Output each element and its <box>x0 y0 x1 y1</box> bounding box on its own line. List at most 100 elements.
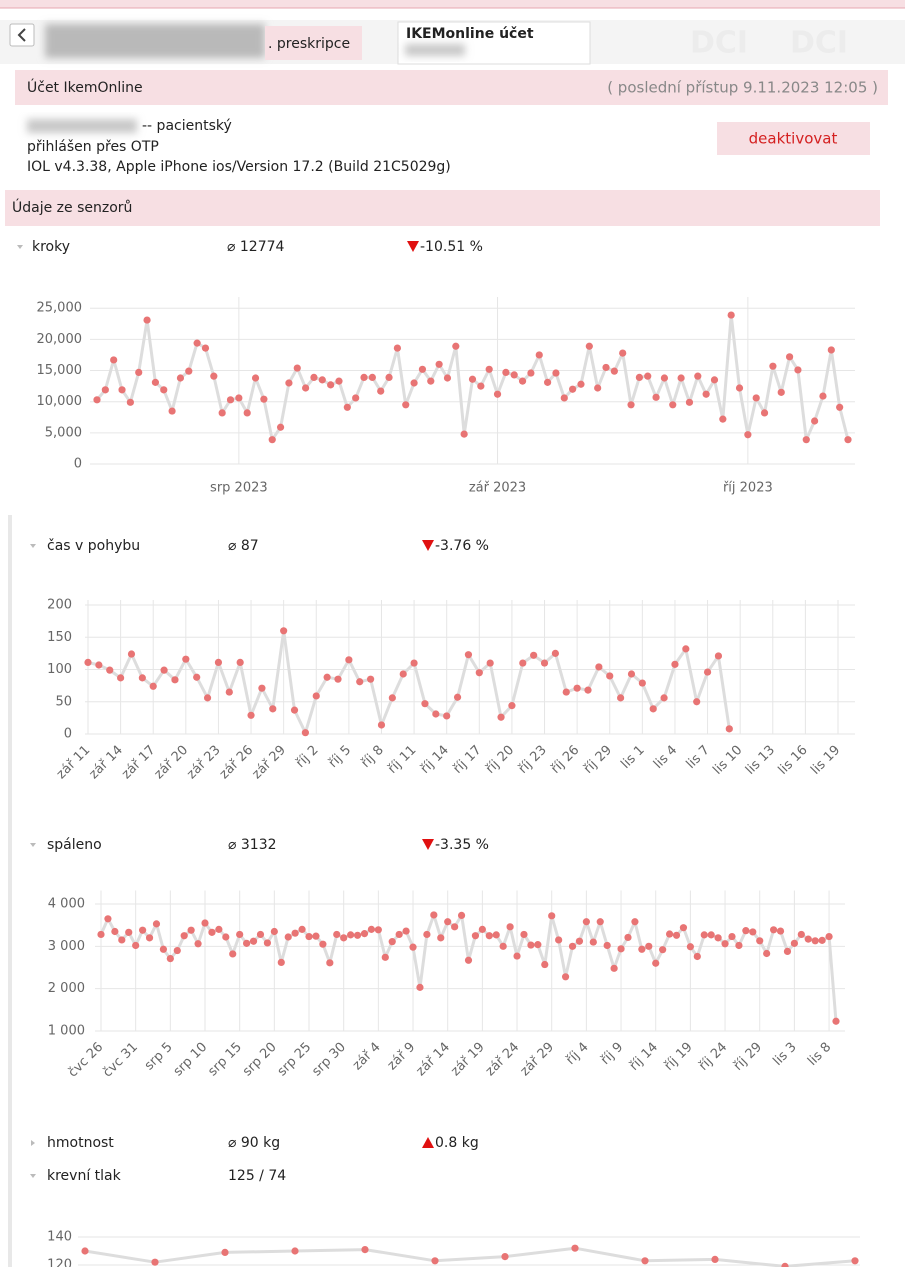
trend-icon <box>422 1137 434 1148</box>
y-tick-label: 120 <box>47 1258 72 1267</box>
metric-name: hmotnost <box>47 1135 114 1151</box>
data-point <box>478 925 486 933</box>
x-tick-label: lis 13 <box>743 743 778 778</box>
data-point <box>251 374 260 382</box>
x-tick-label: říj 29 <box>581 743 615 777</box>
y-tick-label: 50 <box>55 694 72 709</box>
tab[interactable] <box>265 26 362 60</box>
trend-icon <box>407 241 419 252</box>
data-point <box>682 645 690 653</box>
data-point <box>707 931 715 939</box>
data-point <box>402 401 410 409</box>
data-point <box>573 684 581 692</box>
x-tick-label: zář 29 <box>249 743 288 782</box>
data-point <box>180 932 188 940</box>
data-point <box>752 394 760 402</box>
data-point <box>151 378 160 386</box>
data-point <box>430 911 438 919</box>
data-point <box>335 377 343 385</box>
data-point <box>194 940 202 948</box>
data-point <box>760 409 769 417</box>
data-point <box>544 378 552 386</box>
data-point <box>388 938 396 946</box>
data-point <box>548 912 556 920</box>
x-tick-label: lis 19 <box>808 743 843 778</box>
data-point <box>302 384 310 392</box>
data-point <box>118 936 126 944</box>
data-point <box>305 932 313 941</box>
x-tick-label: čvc 26 <box>66 1040 107 1081</box>
y-tick-label: 140 <box>47 1230 72 1245</box>
data-point <box>260 395 268 403</box>
x-tick-label: zář 20 <box>152 743 191 782</box>
back-button[interactable] <box>9 23 35 47</box>
data-point <box>152 920 161 928</box>
metric-change: 0.8 kg <box>435 1135 479 1151</box>
data-point <box>719 415 727 423</box>
x-tick-label: zář 29 <box>518 1040 557 1079</box>
data-point <box>293 364 301 372</box>
collapse-icon <box>30 843 36 847</box>
redacted-text <box>405 44 465 56</box>
x-tick-label: říj 26 <box>548 743 582 777</box>
data-point <box>693 952 701 961</box>
data-point <box>819 392 827 400</box>
metric-average: ⌀ 12774 <box>227 239 285 255</box>
data-point <box>641 1257 649 1265</box>
data-point <box>659 946 667 954</box>
data-point <box>508 702 516 710</box>
y-tick-label: 0 <box>74 457 82 472</box>
data-point <box>110 356 118 364</box>
x-tick-label: říj 2 <box>293 743 321 771</box>
data-point <box>435 360 443 368</box>
data-point <box>334 675 342 683</box>
data-point <box>374 926 382 934</box>
x-tick-label: srp 10 <box>171 1040 211 1080</box>
data-point <box>126 398 134 406</box>
data-point <box>421 700 429 708</box>
data-point <box>269 705 277 713</box>
data-point <box>410 659 418 667</box>
data-point <box>312 692 320 700</box>
data-point <box>360 373 368 381</box>
data-point <box>356 678 364 686</box>
data-point <box>714 652 723 660</box>
x-tick-label: srp 2023 <box>210 481 268 496</box>
data-point <box>714 934 722 942</box>
data-point <box>649 705 657 713</box>
metric-change: -10.51 % <box>420 239 483 255</box>
data-point <box>444 918 452 926</box>
metric-change: -3.76 % <box>435 538 489 554</box>
data-point <box>270 927 278 936</box>
x-tick-label: zář 4 <box>350 1040 384 1074</box>
redacted-tab[interactable] <box>45 24 265 58</box>
data-point <box>416 983 424 991</box>
data-point <box>562 688 570 696</box>
data-point <box>226 396 235 404</box>
data-point <box>638 679 646 687</box>
data-point <box>409 943 417 951</box>
data-point <box>631 918 639 926</box>
data-point <box>443 374 452 382</box>
active-tab[interactable] <box>397 21 591 65</box>
data-point <box>285 379 293 387</box>
data-point <box>677 374 685 382</box>
x-tick-label: čvc 31 <box>100 1040 141 1081</box>
x-tick-label: lis 1 <box>618 743 647 772</box>
x-tick-label: říj 14 <box>418 743 452 777</box>
x-tick-label: říj 11 <box>385 743 419 777</box>
x-tick-label: říj 2023 <box>723 481 773 496</box>
deactivate-button[interactable] <box>717 122 870 155</box>
data-point <box>749 928 757 936</box>
data-point <box>160 666 168 674</box>
data-point <box>393 344 401 352</box>
data-point <box>143 316 151 324</box>
y-tick-label: 2 000 <box>48 981 85 996</box>
data-point <box>367 675 375 683</box>
data-point <box>797 930 805 939</box>
data-point <box>518 377 527 385</box>
data-point <box>111 927 119 936</box>
data-point <box>151 1258 159 1266</box>
data-point <box>437 934 445 942</box>
deactivate-label: deaktivovat <box>749 130 838 148</box>
